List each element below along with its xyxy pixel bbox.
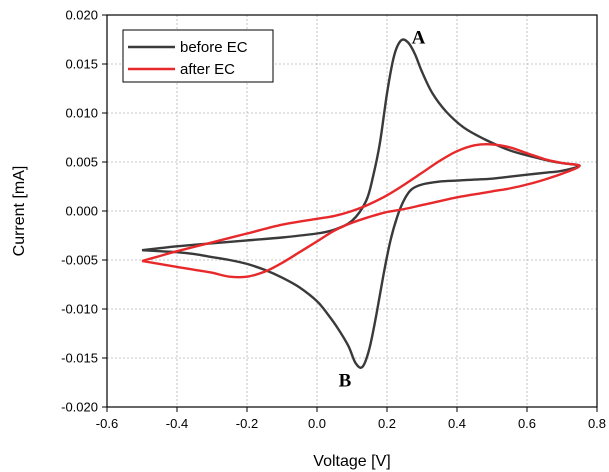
x-tick-label: 0.2 — [378, 416, 396, 431]
y-tick-label: -0.015 — [61, 351, 98, 366]
annotations: AB — [339, 28, 426, 392]
x-tick-label: 0.6 — [518, 416, 536, 431]
y-tick-label: 0.020 — [65, 8, 98, 23]
y-tick-label: -0.010 — [61, 302, 98, 317]
legend-box — [122, 29, 274, 83]
series-line-after-ec — [141, 143, 581, 279]
y-tick-label: 0.005 — [65, 155, 98, 170]
x-tick-label: 0.8 — [588, 416, 606, 431]
x-tick-label: 0.4 — [448, 416, 466, 431]
legend-label: after EC — [180, 61, 235, 78]
series-layer — [141, 38, 581, 369]
y-tick-label: -0.020 — [61, 400, 98, 415]
legend-label: before EC — [180, 39, 248, 56]
y-tick-label: 0.010 — [65, 106, 98, 121]
x-tick-label: -0.2 — [236, 416, 258, 431]
annotation-a: A — [412, 28, 426, 49]
y-tick-label: 0.000 — [65, 204, 98, 219]
legend: before EC after EC — [122, 29, 274, 83]
series-line-before-ec — [141, 38, 581, 369]
x-tick-label: -0.6 — [96, 416, 118, 431]
y-tick-label: 0.015 — [65, 57, 98, 72]
x-tick-label: 0.0 — [308, 416, 326, 431]
ticks: -0.6 -0.4 -0.2 0.0 0.2 0.4 0.6 0.8 -0.020 -0.015 -… — [61, 8, 606, 432]
annotation-b: B — [339, 371, 352, 392]
x-tick-label: -0.4 — [166, 416, 188, 431]
x-axis-label: Voltage [V] — [313, 453, 390, 470]
y-tick-label: -0.005 — [61, 253, 98, 268]
y-axis-label: Current [mA] — [11, 166, 28, 257]
